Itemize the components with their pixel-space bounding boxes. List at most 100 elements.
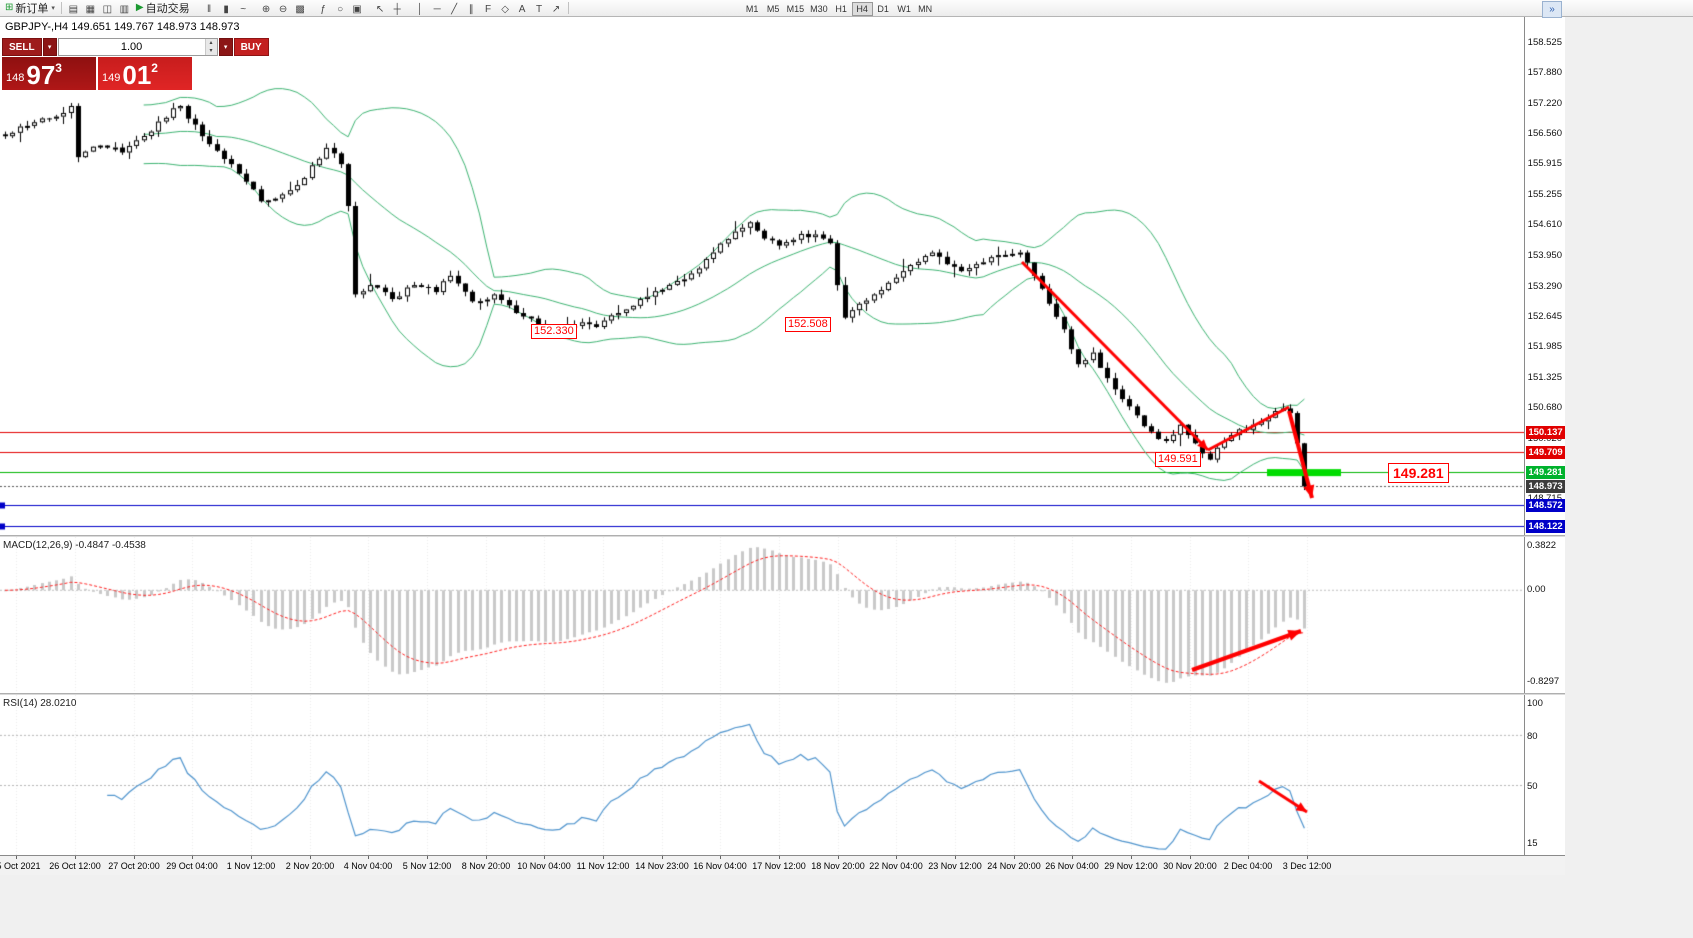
timeframe-W1[interactable]: W1 xyxy=(894,2,915,16)
chart-tools-group: ‖ ▮ ~ ⊕ ⊖ ▩ ƒ ○ ▣ ↖ ┼ │ ─ ╱ ∥ F ◇ A T ↗ xyxy=(195,0,565,17)
chart-window-button[interactable]: ▤ xyxy=(65,2,82,17)
window-icons-group: ▤ ▦ ◫ ▥ xyxy=(65,0,133,17)
price-axis-tick: 155.255 xyxy=(1527,189,1562,201)
templates-icon: ▣ xyxy=(352,3,362,15)
zoom-in-button[interactable]: ⊕ xyxy=(258,2,275,17)
sell-price-display[interactable]: 148 97 3 xyxy=(2,57,96,90)
price-axis[interactable]: 158.525 157.880 157.220 156.560 155.915 155.2… xyxy=(1524,17,1565,855)
sell-options-caret[interactable]: ▾ xyxy=(42,38,57,56)
navigator-icon: ▥ xyxy=(119,3,130,15)
time-axis-tick xyxy=(310,856,311,859)
time-axis-tick xyxy=(1307,856,1308,859)
timeframe-H4[interactable]: H4 xyxy=(851,2,873,16)
zoom-out-button[interactable]: ⊖ xyxy=(275,2,292,17)
label-button[interactable]: T xyxy=(531,2,548,17)
timeframe-M30[interactable]: M30 xyxy=(807,2,831,16)
time-axis-tick xyxy=(544,856,545,859)
vertical-line-button[interactable]: │ xyxy=(412,2,429,17)
time-axis-tick xyxy=(720,856,721,859)
market-watch-button[interactable]: ▦ xyxy=(82,2,99,17)
time-axis-tick xyxy=(603,856,604,859)
volume-increase-button[interactable]: ▴ xyxy=(205,39,217,47)
time-axis-label: 3 Dec 12:00 xyxy=(1282,861,1332,871)
data-window-button[interactable]: ◫ xyxy=(99,2,116,17)
rsi-scale-50: 50 xyxy=(1527,781,1538,792)
time-axis-tick xyxy=(368,856,369,859)
buy-options-caret[interactable]: ▾ xyxy=(218,38,233,56)
price-axis-tick: 157.880 xyxy=(1527,67,1562,78)
price-axis-tick: 151.325 xyxy=(1527,372,1562,384)
cursor-button[interactable]: ↖ xyxy=(372,2,389,17)
autotrading-label: 自动交易 xyxy=(145,3,190,15)
new-order-button[interactable]: ⊞ 新订单 ▾ xyxy=(2,1,58,16)
tile-windows-button[interactable]: ▩ xyxy=(292,2,309,17)
crosshair-button[interactable]: ┼ xyxy=(389,2,406,17)
periods-button[interactable]: ○ xyxy=(332,2,349,17)
new-order-label: 新订单 xyxy=(15,3,49,15)
timeframe-M15[interactable]: M15 xyxy=(784,2,808,16)
one-click-trade-widget: SELL ▾ ▴ ▾ ▾ BUY 148 97 3 149 01 2 xyxy=(2,38,269,90)
macd-canvas[interactable] xyxy=(0,537,1524,693)
time-axis-label: 29 Oct 04:00 xyxy=(166,861,218,871)
toolbar-overflow-icon[interactable]: » xyxy=(1542,1,1562,18)
time-axis-label: 17 Nov 12:00 xyxy=(752,861,806,871)
timeframe-D1[interactable]: D1 xyxy=(873,2,894,16)
price-axis-tick: 153.290 xyxy=(1527,280,1562,292)
candlestick-chart-button[interactable]: ▮ xyxy=(218,2,235,17)
sell-button[interactable]: SELL xyxy=(2,38,42,56)
timeframe-M1[interactable]: M1 xyxy=(742,2,763,16)
buy-price-sup: 2 xyxy=(151,61,158,75)
bar-chart-button[interactable]: ‖ xyxy=(201,2,218,17)
time-axis-label: 2 Dec 04:00 xyxy=(1223,861,1273,871)
price-flag-highlight[interactable]: 149.281 xyxy=(1388,463,1449,483)
line-chart-button[interactable]: ~ xyxy=(235,2,252,17)
time-axis-label: 24 Nov 20:00 xyxy=(987,861,1041,871)
time-axis-label: 5 Nov 12:00 xyxy=(402,861,452,871)
macd-scale-min: -0.8297 xyxy=(1527,676,1560,687)
time-axis-tick xyxy=(1248,856,1249,859)
timeframe-MN[interactable]: MN xyxy=(915,2,936,16)
timeframe-M5[interactable]: M5 xyxy=(763,2,784,16)
chart-ohlc-title: GBPJPY-,H4 149.651 149.767 148.973 148.9… xyxy=(5,21,240,33)
price-flag[interactable]: 149.591 xyxy=(1155,452,1201,467)
text-button[interactable]: A xyxy=(514,2,531,17)
rsi-canvas[interactable] xyxy=(0,695,1524,855)
macd-separator[interactable] xyxy=(0,535,1565,537)
buy-price-display[interactable]: 149 01 2 xyxy=(98,57,192,90)
time-axis-label: 23 Nov 12:00 xyxy=(928,861,982,871)
arrow-tools-button[interactable]: ↗ xyxy=(548,2,565,17)
templates-button[interactable]: ▣ xyxy=(349,2,366,17)
trendline-button[interactable]: ╱ xyxy=(446,2,463,17)
channel-button[interactable]: ∥ xyxy=(463,2,480,17)
buy-price-prefix: 149 xyxy=(102,72,121,84)
fibonacci-button[interactable]: F xyxy=(480,2,497,17)
indicators-button[interactable]: ƒ xyxy=(315,2,332,17)
timeframe-H1[interactable]: H1 xyxy=(831,2,852,16)
time-axis[interactable]: 25 Oct 2021 26 Oct 12:00 27 Oct 20:00 29 Oc… xyxy=(0,855,1565,875)
time-axis-tick xyxy=(16,856,17,859)
price-chart-canvas[interactable] xyxy=(0,17,1524,535)
time-axis-label: 30 Nov 20:00 xyxy=(1163,861,1217,871)
price-flag[interactable]: 152.330 xyxy=(531,324,577,339)
price-axis-tick: 156.560 xyxy=(1527,128,1562,140)
horizontal-line-button[interactable]: ─ xyxy=(429,2,446,17)
time-axis-tick xyxy=(1072,856,1073,859)
data-window-icon: ◫ xyxy=(102,3,113,15)
shapes-button[interactable]: ◇ xyxy=(497,2,514,17)
time-axis-label: 18 Nov 20:00 xyxy=(811,861,865,871)
volume-input[interactable] xyxy=(58,39,205,55)
time-axis-label: 10 Nov 04:00 xyxy=(517,861,571,871)
volume-decrease-button[interactable]: ▾ xyxy=(205,47,217,55)
autotrading-button[interactable]: ▶ 自动交易 xyxy=(133,1,195,16)
channel-icon: ∥ xyxy=(468,3,474,15)
buy-button[interactable]: BUY xyxy=(233,38,269,56)
timeframes-group: M1 M5 M15 M30 H1 H4 D1 W1 MN xyxy=(742,0,936,17)
cursor-icon: ↖ xyxy=(375,3,385,15)
rsi-separator[interactable] xyxy=(0,693,1565,695)
volume-box: ▴ ▾ xyxy=(57,38,218,56)
price-flag[interactable]: 152.508 xyxy=(785,317,831,332)
navigator-button[interactable]: ▥ xyxy=(116,2,133,17)
market-watch-icon: ▦ xyxy=(85,3,96,15)
rsi-scale-80: 80 xyxy=(1527,731,1538,742)
time-axis-label: 1 Nov 12:00 xyxy=(226,861,276,871)
